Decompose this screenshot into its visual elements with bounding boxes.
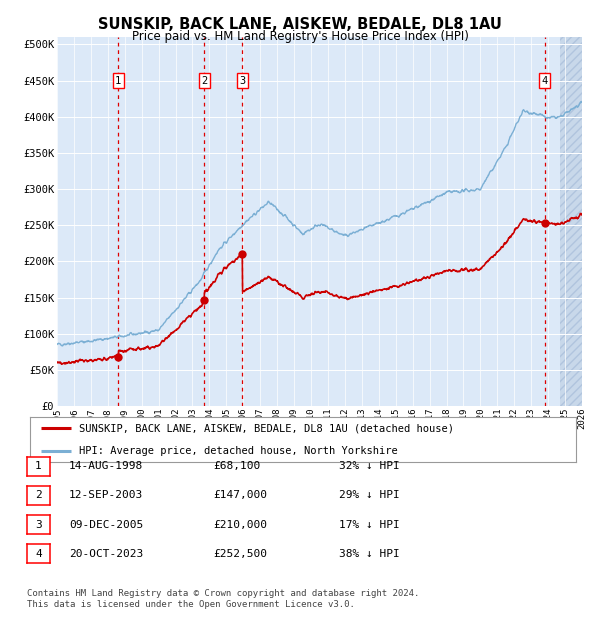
Text: £210,000: £210,000: [213, 520, 267, 529]
Text: SUNSKIP, BACK LANE, AISKEW, BEDALE, DL8 1AU: SUNSKIP, BACK LANE, AISKEW, BEDALE, DL8 …: [98, 17, 502, 32]
Text: 4: 4: [542, 76, 548, 86]
Text: SUNSKIP, BACK LANE, AISKEW, BEDALE, DL8 1AU (detached house): SUNSKIP, BACK LANE, AISKEW, BEDALE, DL8 …: [79, 423, 454, 433]
Text: 20-OCT-2023: 20-OCT-2023: [69, 549, 143, 559]
Text: 38% ↓ HPI: 38% ↓ HPI: [339, 549, 400, 559]
Bar: [560, 37, 590, 406]
Text: £252,500: £252,500: [213, 549, 267, 559]
Text: 14-AUG-1998: 14-AUG-1998: [69, 461, 143, 471]
Text: £147,000: £147,000: [213, 490, 267, 500]
Text: 12-SEP-2003: 12-SEP-2003: [69, 490, 143, 500]
Text: 1: 1: [115, 76, 121, 86]
Text: £68,100: £68,100: [213, 461, 260, 471]
Text: 3: 3: [35, 520, 42, 529]
Text: 1: 1: [35, 461, 42, 471]
Text: 17% ↓ HPI: 17% ↓ HPI: [339, 520, 400, 529]
Text: Price paid vs. HM Land Registry's House Price Index (HPI): Price paid vs. HM Land Registry's House …: [131, 30, 469, 43]
Text: HPI: Average price, detached house, North Yorkshire: HPI: Average price, detached house, Nort…: [79, 446, 398, 456]
Text: 32% ↓ HPI: 32% ↓ HPI: [339, 461, 400, 471]
Text: 09-DEC-2005: 09-DEC-2005: [69, 520, 143, 529]
Text: 29% ↓ HPI: 29% ↓ HPI: [339, 490, 400, 500]
Text: This data is licensed under the Open Government Licence v3.0.: This data is licensed under the Open Gov…: [27, 600, 355, 609]
Text: 2: 2: [201, 76, 208, 86]
Text: 3: 3: [239, 76, 245, 86]
Text: 4: 4: [35, 549, 42, 559]
Text: Contains HM Land Registry data © Crown copyright and database right 2024.: Contains HM Land Registry data © Crown c…: [27, 589, 419, 598]
Text: 2: 2: [35, 490, 42, 500]
